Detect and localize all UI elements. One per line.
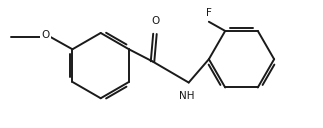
Text: O: O bbox=[42, 30, 50, 40]
Text: F: F bbox=[206, 8, 212, 18]
Text: NH: NH bbox=[179, 91, 195, 101]
Text: O: O bbox=[151, 16, 160, 26]
